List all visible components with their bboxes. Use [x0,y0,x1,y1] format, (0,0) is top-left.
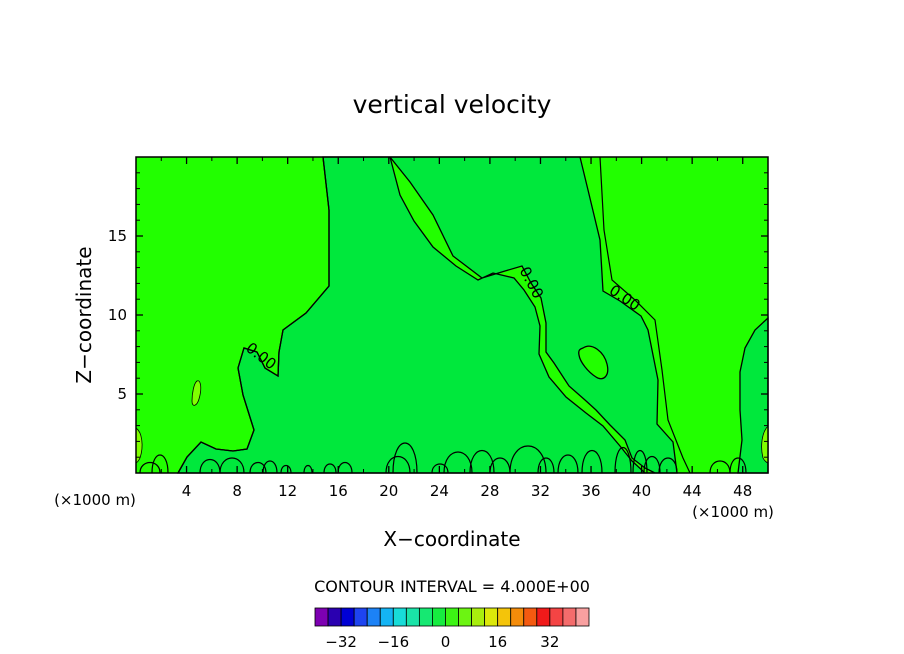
contour-line-right [599,156,691,474]
colorbar-swatch [340,607,355,627]
colorbar-swatch [353,607,368,627]
surface-contour-bump [658,457,678,474]
colorbar-tick-label: 32 [540,633,559,651]
colorbar-swatch [445,607,459,627]
surface-contour-bump [139,461,161,474]
surface-contour-bump [443,451,473,474]
x-tick-label: 32 [531,482,550,500]
zero-contour-line [177,156,330,474]
colorbar-swatch [575,607,590,627]
colorbar-swatch [366,607,381,627]
surface-contour-bump [262,460,278,474]
small-left-oval [191,380,202,406]
x-axis-tick-labels: 4 8 12 16 20 24 28 32 36 40 44 48 [182,482,752,500]
surface-contour-bump [489,457,511,474]
closed-contour-oval [578,345,609,380]
colorbar-swatch [484,607,499,627]
surface-contour-bump [632,450,648,474]
surface-contour-bump [249,461,267,474]
colorbar-swatch [510,607,525,627]
x-axis-label: X−coordinate [383,527,520,551]
colorbar-tick-label: −16 [377,633,409,651]
colorbar-swatch [458,607,472,627]
colorbar [314,607,590,627]
surface-contour-bump [469,449,495,474]
contour-interval-text: CONTOUR INTERVAL = 4.000E+00 [314,577,590,596]
x-unit-label-left: (×1000 m) [54,491,136,509]
colorbar-swatch [536,607,551,627]
colorbar-swatch [392,607,407,627]
x-tick-label: 44 [683,482,702,500]
colorbar-swatch [497,607,512,627]
surface-contour-bump [431,463,449,474]
x-tick-label: 20 [379,482,398,500]
x-unit-label-right: (×1000 m) [692,503,774,521]
colorbar-swatch [327,607,342,627]
surface-contour-bump [509,445,547,474]
y-axis-label: Z−coordinate [72,246,96,383]
colorbar-swatch [314,607,329,627]
x-tick-label: 36 [581,482,600,500]
colorbar-swatch [562,607,577,627]
y-tick-label: 10 [108,306,127,324]
y-axis-tick-labels: 5 10 15 [108,227,127,403]
surface-contour-bump [151,454,169,474]
surface-contour-bump [323,463,337,474]
x-tick-label: 8 [232,482,242,500]
plot-area: 0.000.00 0.00 [135,156,769,474]
surface-contour-bump [557,454,579,474]
chart-title: vertical velocity [353,90,552,119]
x-tick-label: 24 [430,482,449,500]
x-tick-label: 48 [733,482,752,500]
near-surface-contour-bumps [139,156,747,474]
surface-contour-bump [392,442,418,474]
surface-contour-bump [280,464,292,474]
colorbar-tick-label: 16 [488,633,507,651]
colorbar-swatch [418,607,433,627]
surface-contour-bump [199,458,221,474]
colorbar-swatch [379,607,394,627]
x-tick-label: 4 [182,482,192,500]
x-tick-label: 12 [278,482,297,500]
x-tick-label: 40 [632,482,651,500]
colorbar-tick-label: −32 [325,633,357,651]
x-axis-ticks [160,157,744,473]
y-tick-label: 15 [108,227,127,245]
surface-contour-bump [537,457,555,474]
colorbar-tick-label: 0 [441,633,451,651]
colorbar-tick-labels: −32 −16 0 16 32 [325,633,559,651]
surface-contour-bump [729,457,747,474]
colorbar-swatch [549,607,564,627]
colorbar-swatch [471,607,486,627]
surface-contour-bump [614,446,632,474]
surface-contour-bump [581,450,603,474]
x-tick-label: 28 [480,482,499,500]
colorbar-swatch [432,607,446,627]
colorbar-swatch [523,607,538,627]
colorbar-swatch [405,607,420,627]
surface-contour-bump [219,457,245,474]
y-axis-ticks [136,172,768,458]
surface-contour-bump [385,456,411,474]
surface-contour-bump [303,464,313,474]
x-tick-label: 16 [329,482,348,500]
surface-contour-bump [709,460,731,474]
y-tick-label: 5 [117,385,127,403]
